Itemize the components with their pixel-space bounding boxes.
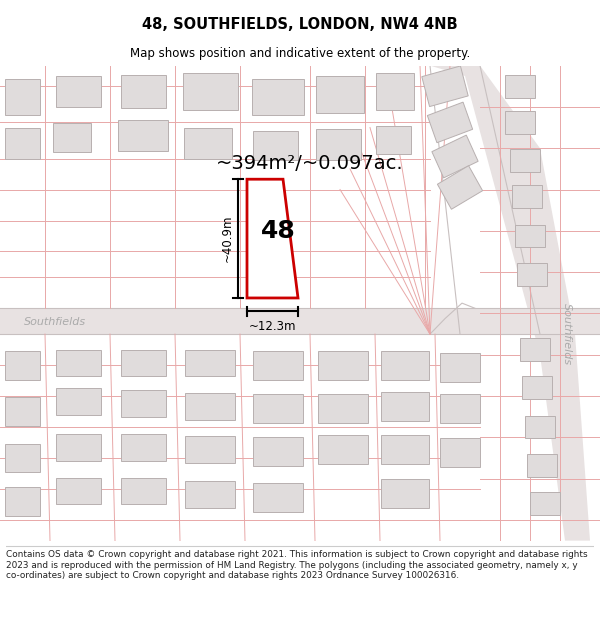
Polygon shape: [512, 186, 542, 208]
Polygon shape: [505, 111, 535, 134]
Polygon shape: [253, 131, 298, 159]
Polygon shape: [510, 149, 540, 172]
Polygon shape: [185, 393, 235, 420]
Polygon shape: [5, 487, 40, 516]
Polygon shape: [56, 434, 101, 461]
Text: Map shows position and indicative extent of the property.: Map shows position and indicative extent…: [130, 47, 470, 60]
Polygon shape: [427, 102, 473, 142]
Polygon shape: [121, 390, 166, 417]
Polygon shape: [185, 481, 235, 508]
Polygon shape: [56, 76, 101, 107]
Polygon shape: [0, 308, 600, 334]
Polygon shape: [252, 79, 304, 114]
Polygon shape: [381, 392, 429, 421]
Polygon shape: [253, 351, 303, 379]
Polygon shape: [318, 351, 368, 379]
Text: ~40.9m: ~40.9m: [221, 215, 234, 262]
Polygon shape: [432, 135, 478, 178]
Polygon shape: [437, 166, 482, 209]
Polygon shape: [185, 436, 235, 463]
Polygon shape: [253, 482, 303, 512]
Polygon shape: [440, 438, 480, 468]
Text: Southfields: Southfields: [562, 303, 572, 365]
Polygon shape: [522, 376, 552, 399]
Polygon shape: [530, 492, 560, 515]
Polygon shape: [182, 73, 238, 109]
Polygon shape: [505, 75, 535, 98]
Polygon shape: [184, 127, 232, 159]
Polygon shape: [316, 129, 361, 159]
Polygon shape: [440, 352, 480, 382]
Polygon shape: [5, 79, 40, 114]
Polygon shape: [121, 349, 166, 376]
Polygon shape: [5, 351, 40, 379]
Polygon shape: [381, 479, 429, 508]
Text: Southfields: Southfields: [24, 317, 86, 327]
Text: Contains OS data © Crown copyright and database right 2021. This information is : Contains OS data © Crown copyright and d…: [6, 550, 587, 580]
Text: 48: 48: [260, 219, 295, 243]
Polygon shape: [517, 263, 547, 286]
Polygon shape: [376, 126, 410, 154]
Polygon shape: [381, 351, 429, 379]
Polygon shape: [247, 179, 298, 298]
Polygon shape: [527, 454, 557, 477]
Polygon shape: [53, 124, 91, 152]
Polygon shape: [121, 75, 166, 108]
Polygon shape: [5, 397, 40, 426]
Polygon shape: [56, 388, 101, 414]
Polygon shape: [316, 76, 364, 112]
Polygon shape: [56, 349, 101, 376]
Polygon shape: [121, 478, 166, 504]
Polygon shape: [118, 121, 168, 151]
Polygon shape: [520, 338, 550, 361]
Polygon shape: [318, 394, 368, 423]
Polygon shape: [5, 127, 40, 159]
Polygon shape: [253, 394, 303, 423]
Polygon shape: [253, 438, 303, 466]
Polygon shape: [56, 478, 101, 504]
Polygon shape: [121, 434, 166, 461]
Text: ~12.3m: ~12.3m: [249, 319, 296, 332]
Polygon shape: [430, 66, 590, 541]
Text: ~394m²/~0.097ac.: ~394m²/~0.097ac.: [216, 154, 404, 173]
Polygon shape: [185, 349, 235, 376]
Polygon shape: [381, 435, 429, 464]
Polygon shape: [525, 416, 555, 438]
Polygon shape: [422, 66, 468, 107]
Polygon shape: [515, 224, 545, 248]
Polygon shape: [318, 435, 368, 464]
Polygon shape: [5, 444, 40, 472]
Text: 48, SOUTHFIELDS, LONDON, NW4 4NB: 48, SOUTHFIELDS, LONDON, NW4 4NB: [142, 17, 458, 32]
Polygon shape: [376, 73, 414, 109]
Polygon shape: [440, 394, 480, 423]
